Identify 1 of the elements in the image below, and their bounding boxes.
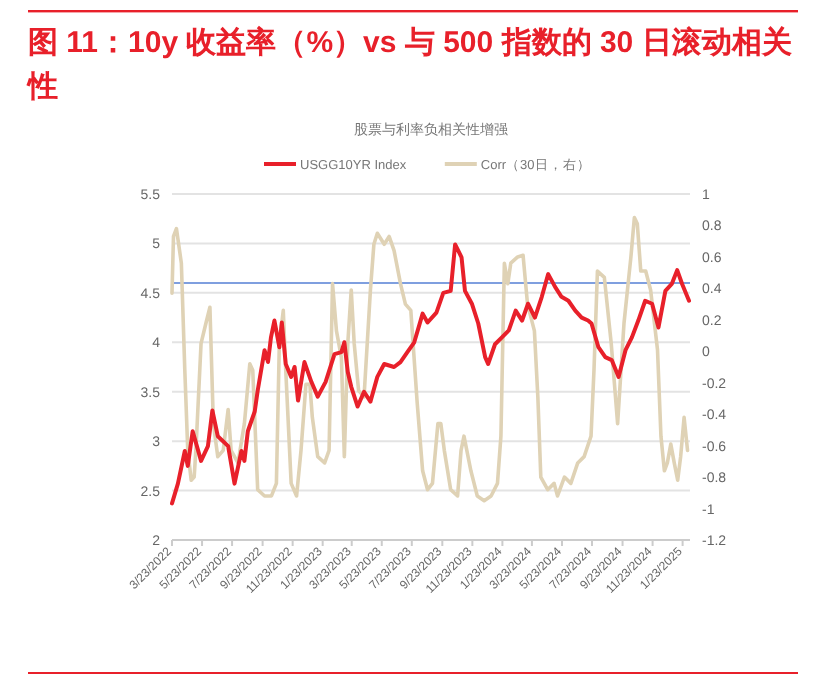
chart-title: 图 11：10y 收益率（%）vs 与 500 指数的 30 日滚动相关性 [26,24,792,104]
